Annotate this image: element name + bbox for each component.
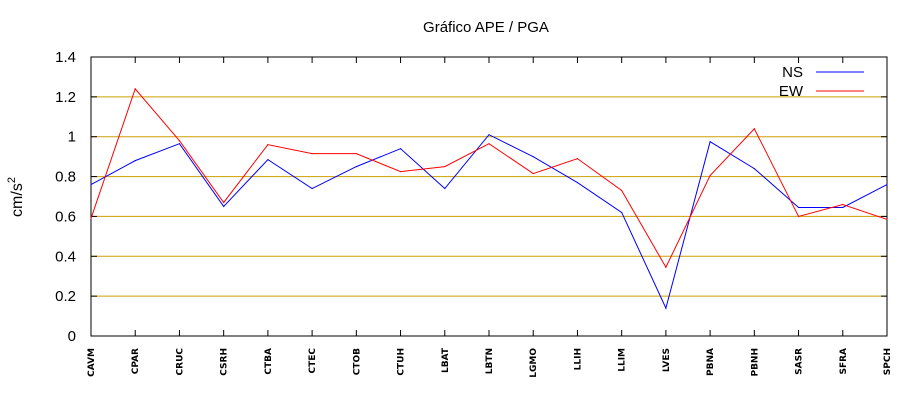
x-tick-label-ctec: CTEC bbox=[308, 348, 318, 374]
x-tick-label-spch: SPCH bbox=[883, 348, 893, 375]
y-tick-label: 1.4 bbox=[55, 49, 76, 66]
y-tick-label: 0.2 bbox=[55, 288, 76, 305]
y-axis: 0 0.2 0.4 0.6 0.8 1 1.2 1.4 bbox=[55, 49, 887, 345]
data-point-ns bbox=[311, 187, 313, 190]
x-axis: CAVM CPAR CRUC CSRH CTBA CTEC CTOB CTUH LBAT LBTN… bbox=[87, 57, 893, 378]
plot-area-frame bbox=[90, 56, 888, 337]
data-point-ns bbox=[576, 181, 579, 184]
series-line-ns bbox=[90, 134, 888, 310]
data-point-ew bbox=[621, 189, 623, 192]
legend-label-ew: EW bbox=[779, 83, 804, 100]
data-point-ew bbox=[134, 88, 136, 90]
data-point-ns bbox=[532, 156, 534, 158]
data-point-ew bbox=[576, 158, 579, 160]
data-point-ew bbox=[842, 203, 844, 206]
data-point-ew bbox=[709, 174, 711, 177]
data-point-ns bbox=[488, 134, 490, 136]
data-point-ew bbox=[311, 153, 313, 155]
y-tick-label: 1.2 bbox=[55, 89, 76, 106]
data-point-ns bbox=[267, 159, 269, 161]
data-point-ew bbox=[886, 218, 888, 221]
x-tick-label-cruc: CRUC bbox=[175, 348, 185, 376]
data-point-ns bbox=[134, 160, 136, 162]
data-point-ns bbox=[178, 143, 181, 145]
data-point-ns bbox=[90, 183, 92, 186]
data-point-ew bbox=[444, 166, 446, 168]
data-point-ns bbox=[444, 187, 446, 190]
data-point-ew bbox=[532, 172, 534, 175]
y-tick-label: 0.6 bbox=[55, 208, 76, 225]
data-point-ns bbox=[886, 183, 888, 186]
data-point-ns bbox=[753, 168, 755, 170]
x-tick-label-ctba: CTBA bbox=[264, 348, 274, 375]
data-point-ns bbox=[621, 211, 623, 214]
data-point-ns bbox=[842, 206, 844, 209]
x-tick-label-sasr: SASR bbox=[795, 348, 805, 375]
y-tick-label: 1 bbox=[68, 129, 76, 146]
y-tick-label: 0 bbox=[68, 328, 76, 345]
series-lines bbox=[90, 87, 888, 310]
x-tick-label-pbnh: PBNH bbox=[750, 348, 760, 377]
y-axis-label: cm/s2 bbox=[6, 177, 26, 217]
x-tick-label-llih: LLIH bbox=[573, 348, 583, 370]
y-axis-label-exponent: 2 bbox=[6, 177, 18, 183]
x-tick-label-cavm: CAVM bbox=[87, 348, 97, 377]
legend-label-ns: NS bbox=[782, 64, 803, 81]
x-tick-label-ctuh: CTUH bbox=[397, 348, 407, 376]
data-point-ew bbox=[267, 144, 269, 146]
data-point-ew bbox=[223, 201, 225, 204]
x-tick-label-lves: LVES bbox=[662, 348, 672, 372]
x-tick-label-pbna: PBNA bbox=[706, 348, 716, 376]
data-point-ns bbox=[399, 148, 402, 150]
data-point-ew bbox=[355, 153, 357, 155]
data-point-ns bbox=[665, 307, 667, 309]
series-line-ew bbox=[90, 87, 888, 269]
data-point-ew bbox=[665, 266, 667, 268]
data-point-ns bbox=[223, 205, 225, 208]
data-point-ew bbox=[797, 215, 800, 218]
x-tick-label-ctob: CTOB bbox=[352, 348, 362, 375]
data-point-ns bbox=[709, 141, 711, 143]
x-tick-label-csrh: CSRH bbox=[220, 348, 230, 376]
data-point-ew bbox=[753, 128, 755, 130]
data-point-ew bbox=[488, 143, 490, 145]
data-point-ew bbox=[90, 217, 92, 220]
x-tick-label-cpar: CPAR bbox=[131, 348, 141, 374]
data-point-ew bbox=[178, 140, 181, 142]
y-tick-label: 0.8 bbox=[55, 169, 76, 186]
y-tick-label: 0.4 bbox=[55, 248, 76, 265]
legend: NS EW bbox=[779, 64, 864, 100]
grid-lines bbox=[91, 96, 887, 297]
x-tick-label-llim: LLIM bbox=[618, 348, 628, 372]
data-point-ns bbox=[797, 206, 800, 209]
x-tick-label-lbtn: LBTN bbox=[485, 348, 495, 374]
data-point-ew bbox=[399, 170, 402, 173]
data-point-ns bbox=[355, 166, 357, 168]
x-tick-label-lgmo: LGMO bbox=[529, 348, 539, 378]
x-tick-label-sfra: SFRA bbox=[839, 348, 849, 375]
chart-title: Gráfico APE / PGA bbox=[423, 19, 549, 36]
y-axis-label-unit: cm/s bbox=[9, 183, 26, 217]
x-tick-label-lbat: LBAT bbox=[441, 347, 451, 373]
